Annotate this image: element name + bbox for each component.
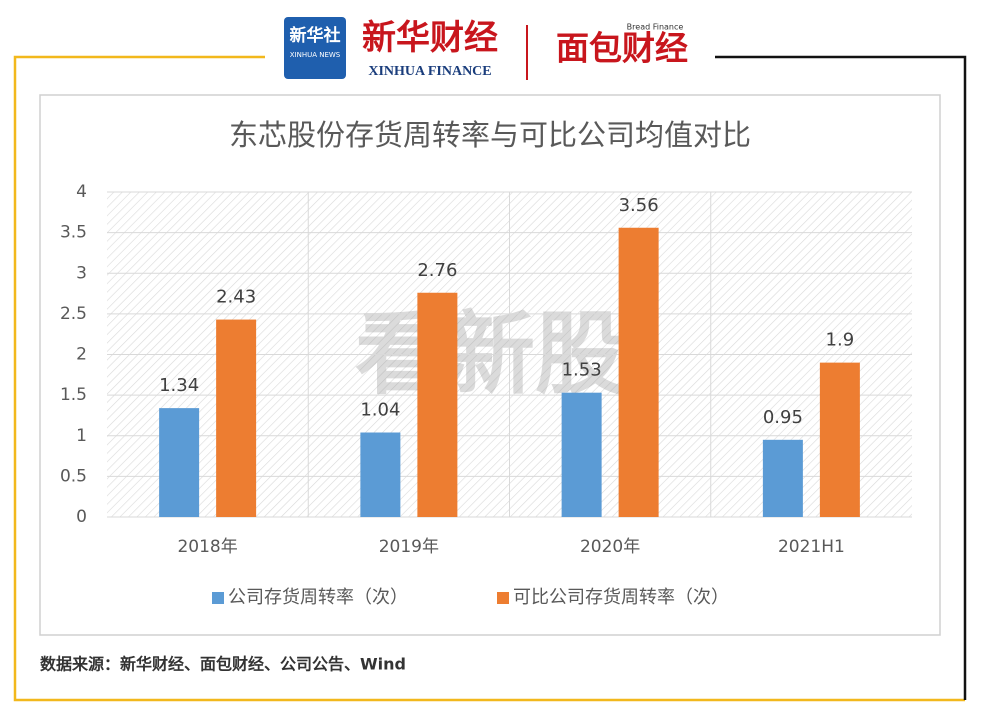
frame-yellow [13,55,965,702]
legend-swatch [212,592,224,604]
legend-label: 可比公司存货周转率（次） [513,587,729,608]
logo-text: Bread Finance [627,23,684,32]
y-tick-label: 0.5 [60,466,87,486]
bar [159,408,200,517]
y-tick-label: 4 [76,182,87,202]
data-label: 1.04 [360,400,400,421]
x-tick-label: 2018年 [177,537,237,557]
y-tick-label: 3 [76,263,87,283]
logo-text: XINHUA NEWS [290,51,341,59]
x-tick-label: 2020年 [580,537,640,557]
x-tick-label: 2019年 [379,537,439,557]
y-tick-label: 3.5 [60,223,87,243]
logo-text: 面包财经 [556,29,688,68]
data-label: 1.9 [826,330,855,351]
y-tick-label: 2 [76,345,87,365]
logo-text: 新华财经 [362,18,498,58]
bar [216,319,257,517]
source: 数据来源：新华财经、面包财经、公司公告、Wind [40,655,406,674]
data-label: 2.76 [417,260,457,281]
y-tick-label: 1.5 [60,385,87,405]
bar [819,362,860,517]
bar [618,227,659,517]
data-label: 1.34 [159,375,199,396]
logo-box [284,17,346,79]
y-tick-label: 2.5 [60,304,87,324]
data-label: 2.43 [216,287,256,308]
data-label: 0.95 [763,407,803,428]
legend-swatch [497,592,509,604]
bar [561,392,602,517]
frame-black [715,55,967,700]
bar [360,432,401,517]
x-tick-label: 2021H1 [778,537,845,557]
y-tick-label: 1 [76,426,87,446]
logo-text: 新华社 [290,25,341,46]
chart-title: 东芯股份存货周转率与可比公司均值对比 [229,118,751,152]
bar [417,292,458,517]
plot: 看新股00.511.522.533.542018年1.342.432019年1.… [60,182,912,608]
data-label: 1.53 [562,360,602,381]
y-tick-label: 0 [76,507,87,527]
logo-text: XINHUA FINANCE [368,64,491,79]
legend-label: 公司存货周转率（次） [228,587,408,608]
bar [762,439,803,517]
data-label: 3.56 [619,195,659,216]
